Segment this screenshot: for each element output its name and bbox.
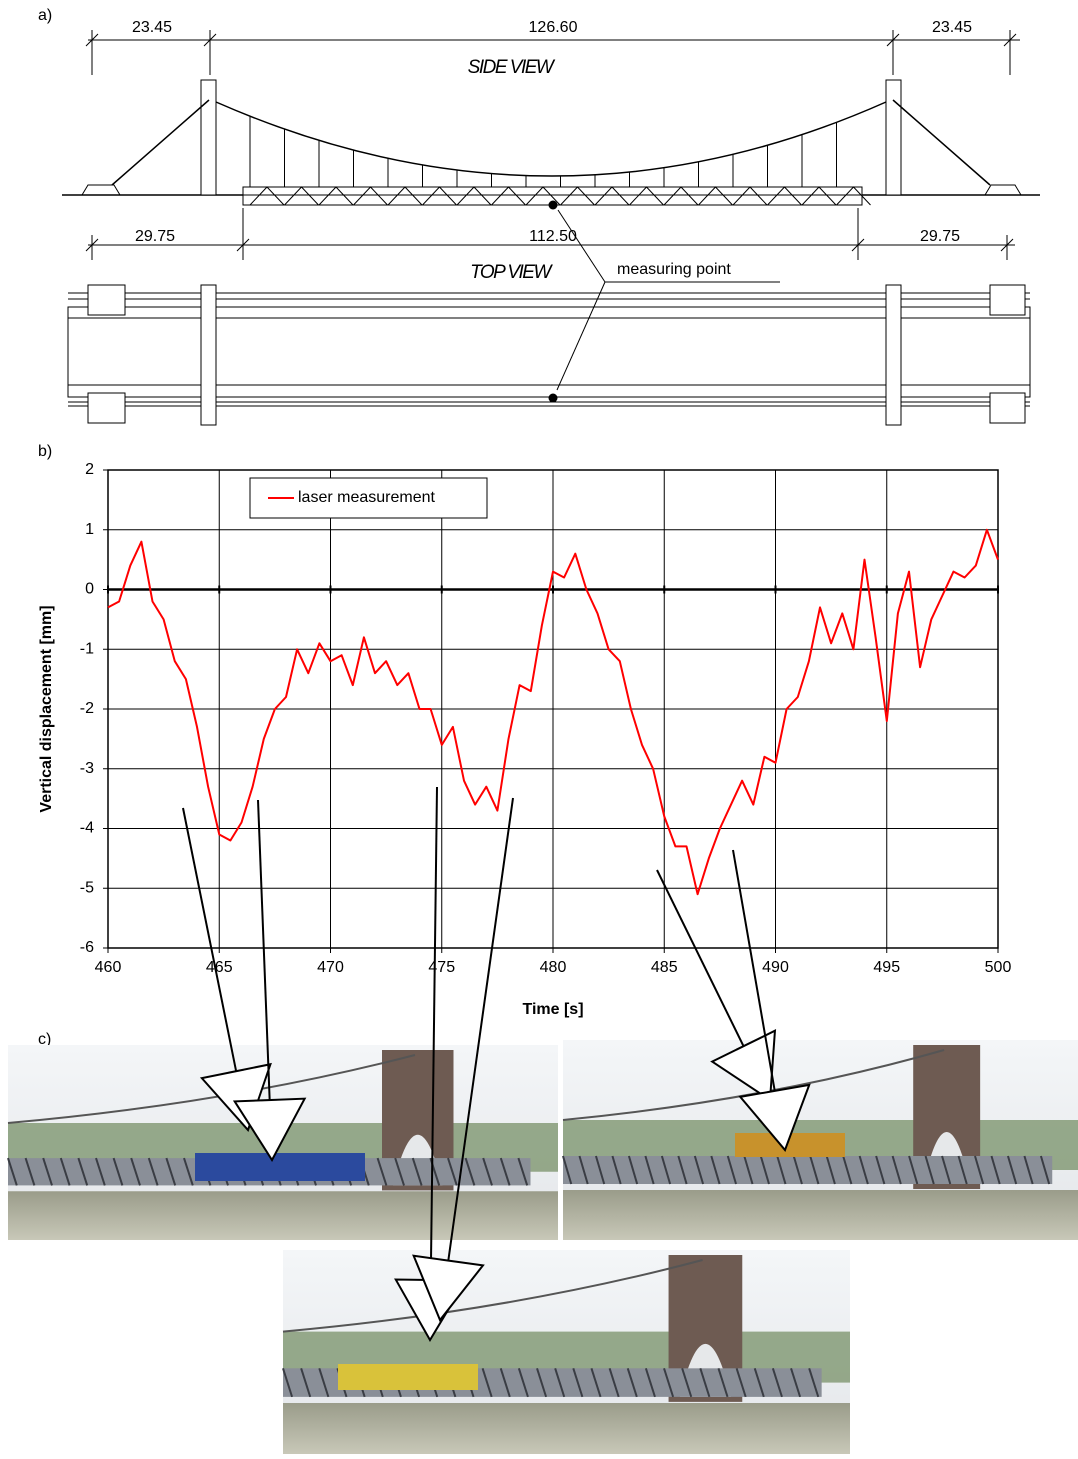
panel-b: b) -6 -5 -4 -3 -2 -1 0 1 2 460 465 470 475 480 485 490 49… [38, 443, 1011, 1018]
photo-vehicle [338, 1364, 478, 1390]
x-tick-label: 490 [762, 959, 789, 976]
photo-vehicle [195, 1153, 365, 1181]
y-tick-label: -2 [80, 700, 94, 717]
leader [557, 210, 780, 390]
side-view-drawing [62, 80, 1040, 205]
view-title: SIDE VIEW [468, 57, 556, 78]
panel-label: a) [38, 7, 52, 24]
page: a) 23.45 126.60 23.45 SIDE VIEW 29.75 11… [0, 0, 1078, 1459]
x-tick-label: 500 [985, 959, 1012, 976]
photo [8, 1045, 558, 1240]
dimension-label: 126.60 [529, 19, 578, 36]
view-title: TOP VIEW [470, 262, 553, 283]
dimension-label: 23.45 [932, 19, 972, 36]
dimension-label: 23.45 [132, 19, 172, 36]
y-tick-label: -5 [80, 879, 94, 896]
legend-label: laser measurement [298, 489, 436, 506]
annotation: measuring point [617, 261, 731, 278]
x-tick-label: 475 [428, 959, 455, 976]
legend: laser measurement [250, 478, 487, 518]
photo-water [563, 1190, 1078, 1240]
x-tick-label: 470 [317, 959, 344, 976]
y-tick-label: 0 [85, 581, 94, 598]
panel-a: a) 23.45 126.60 23.45 SIDE VIEW 29.75 11… [38, 7, 1040, 425]
photos [8, 1040, 1078, 1454]
y-tick-label: -1 [80, 640, 94, 657]
panel-label: b) [38, 443, 52, 460]
y-tick-label: -6 [80, 939, 94, 956]
dimension-label: 29.75 [920, 228, 960, 245]
y-tick-label: 2 [85, 461, 94, 478]
y-tick-label: -3 [80, 760, 94, 777]
top-view-drawing [68, 285, 1030, 425]
y-tick-label: -4 [80, 820, 94, 837]
photo-water [283, 1403, 850, 1454]
x-tick-label: 465 [206, 959, 233, 976]
panel-c: c) [8, 1031, 1078, 1454]
y-tick-label: 1 [85, 521, 94, 538]
dimension-label: 29.75 [135, 228, 175, 245]
figure: a) 23.45 126.60 23.45 SIDE VIEW 29.75 11… [0, 0, 1078, 1454]
x-axis-label: Time [s] [522, 1001, 583, 1018]
photo-water [8, 1191, 558, 1240]
dimension-label: 112.50 [529, 228, 577, 245]
x-tick-label: 495 [873, 959, 900, 976]
x-tick-label: 460 [95, 959, 122, 976]
photo [283, 1250, 850, 1454]
dimension-line [86, 30, 1020, 75]
measuring-point [549, 201, 558, 210]
measuring-point [549, 394, 558, 403]
x-tick-label: 480 [540, 959, 567, 976]
y-axis-label: Vertical displacement [mm] [38, 605, 55, 812]
x-tick-label: 485 [651, 959, 678, 976]
